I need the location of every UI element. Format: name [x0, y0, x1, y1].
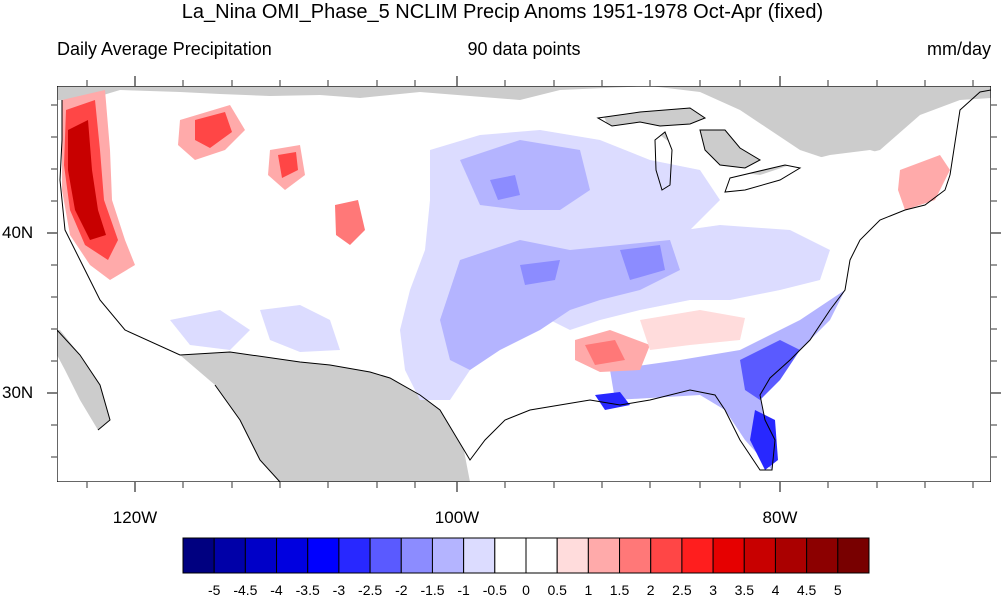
colorbar-tick-label: 1.5 [609, 582, 630, 598]
colorbar-swatch [774, 537, 808, 574]
negative-anomalies [170, 130, 845, 470]
positive-anomalies [62, 90, 950, 372]
map-title: La_Nina OMI_Phase_5 NCLIM Precip Anoms 1… [181, 1, 824, 23]
colorbar-swatch [244, 537, 278, 574]
coastlines [57, 89, 991, 482]
colorbar-swatch [619, 537, 652, 574]
colorbar-tick-label: 5 [833, 582, 842, 598]
colorbar-swatch [307, 537, 340, 574]
lon-label-80w: 80W [762, 508, 798, 527]
map-field [57, 86, 991, 482]
colorbar-swatch [743, 537, 776, 574]
axis-ticks [47, 76, 1001, 492]
colorbar-swatch [213, 537, 246, 574]
colorbar-tick-label: -4.5 [233, 582, 258, 598]
data-points-label: 90 data points [467, 39, 581, 59]
colorbar-swatch [338, 537, 371, 574]
colorbar-tick-label: -0.5 [482, 582, 507, 598]
colorbar-tick-label: 3.5 [734, 582, 755, 598]
great-lakes [598, 108, 705, 126]
lat-label-30n: 30N [2, 383, 34, 402]
colorbar-tick-label: 1 [584, 582, 593, 598]
colorbar-swatch [525, 537, 558, 574]
colorbar-swatch [400, 537, 433, 574]
colorbar-swatch [650, 537, 683, 574]
colorbar-tick-label: -5 [207, 582, 221, 598]
variable-label: Daily Average Precipitation [57, 39, 272, 59]
colorbar-swatch [494, 537, 527, 574]
colorbar-tick-label: -2 [395, 582, 408, 598]
colorbar-swatch [463, 537, 496, 574]
mexico-landmass [180, 352, 470, 482]
colorbar [182, 537, 870, 574]
canada-landmass [57, 86, 991, 160]
colorbar-tick-label: -2.5 [358, 582, 383, 598]
colorbar-swatch [182, 537, 215, 574]
colorbar-tick-label: 0 [522, 582, 530, 598]
units-label: mm/day [926, 39, 991, 59]
colorbar-tick-label: -1.5 [420, 582, 445, 598]
colorbar-tick-label: -3.5 [295, 582, 320, 598]
colorbar-swatch [806, 537, 839, 574]
colorbar-swatch [587, 537, 621, 574]
lat-label-40n: 40N [2, 223, 34, 242]
lake-huron [700, 130, 760, 168]
colorbar-swatch [681, 537, 714, 574]
colorbar-tick-label: 4.5 [796, 582, 817, 598]
colorbar-tick-label: -1 [457, 582, 470, 598]
baja-california [57, 330, 110, 430]
colorbar-tick-label: 4 [771, 582, 780, 598]
colorbar-swatch [837, 537, 870, 574]
colorbar-tick-label: 2.5 [672, 582, 692, 598]
colorbar-swatch [276, 537, 309, 574]
colorbar-swatch [431, 537, 465, 574]
colorbar-tick-label: -4 [270, 582, 283, 598]
colorbar-swatch [712, 537, 745, 574]
lon-label-100w: 100W [434, 508, 480, 527]
colorbar-tick-label: -3 [332, 582, 346, 598]
colorbar-tick-label: 2 [646, 582, 655, 598]
colorbar-tick-label: 0.5 [547, 582, 567, 598]
colorbar-swatch [556, 537, 589, 574]
lon-label-120w: 120W [112, 508, 158, 527]
colorbar-tick-label: 3 [709, 582, 717, 598]
colorbar-swatch [369, 537, 402, 574]
